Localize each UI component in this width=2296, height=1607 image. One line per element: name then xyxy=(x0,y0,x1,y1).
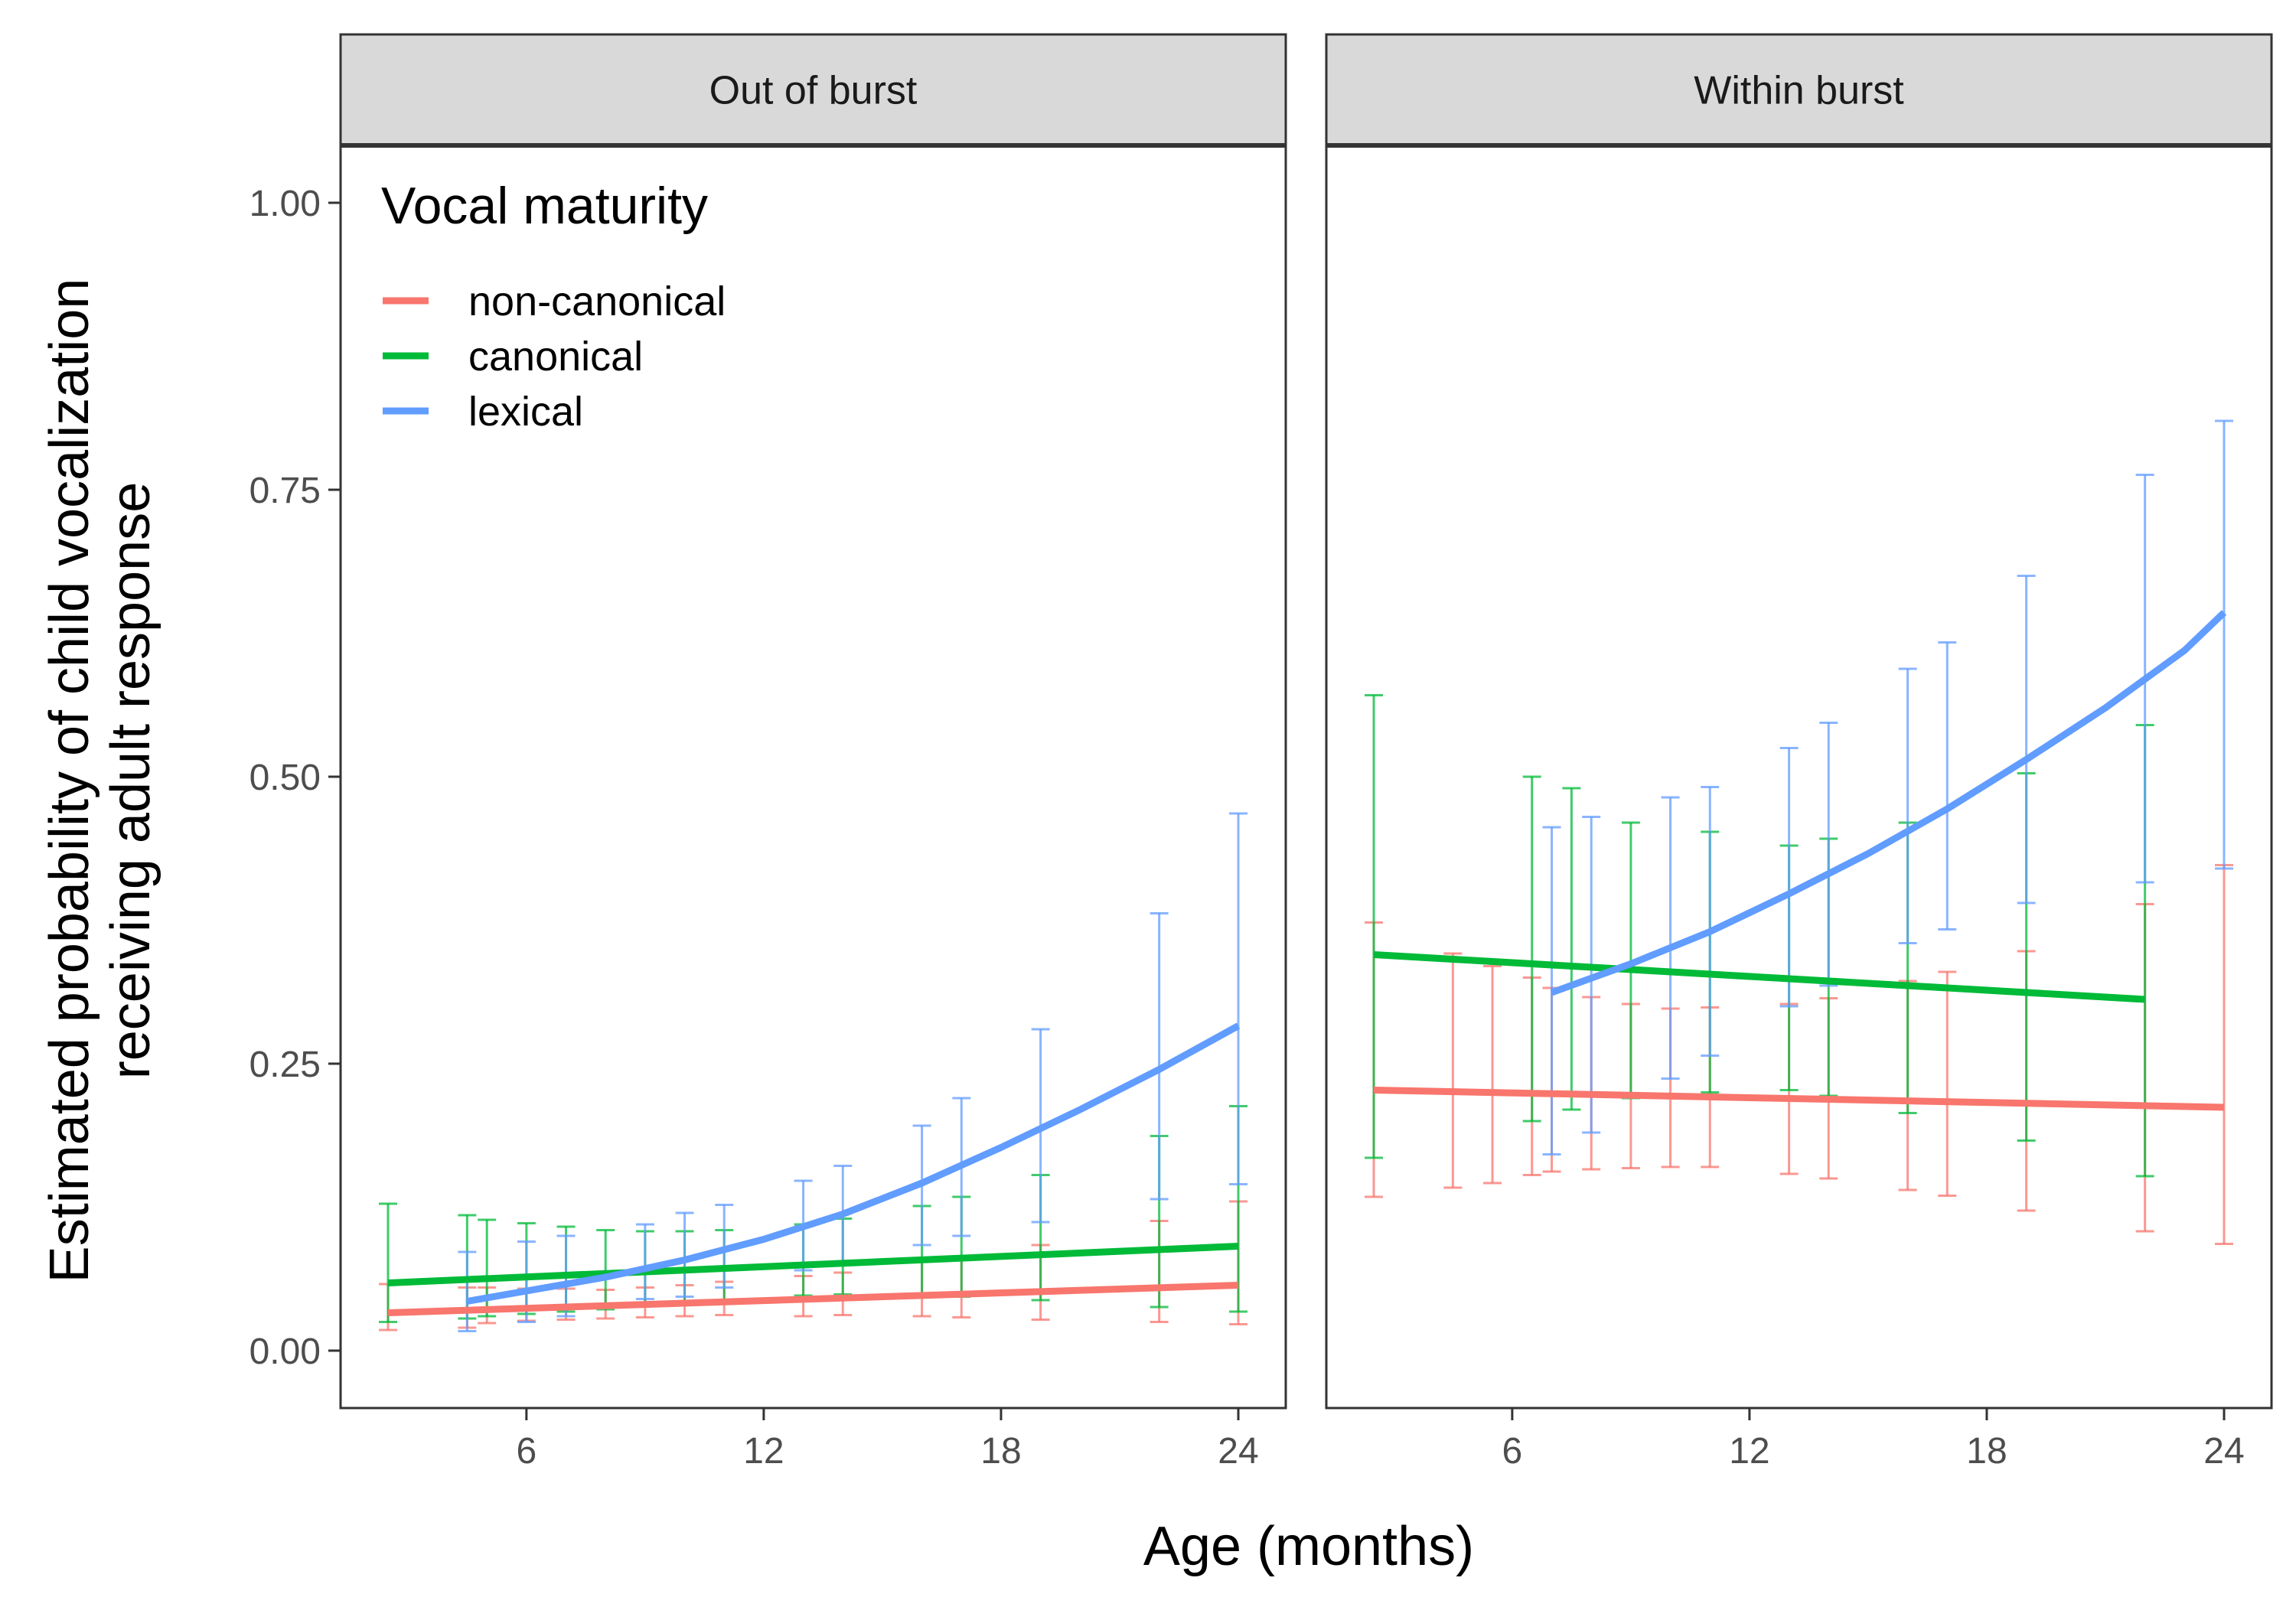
x-tick-label: 12 xyxy=(743,1431,784,1472)
errorbar xyxy=(1483,965,1502,1185)
x-tick-label: 12 xyxy=(1729,1431,1769,1472)
strip-label: Within burst xyxy=(1694,69,1904,113)
y-tick-label: 0.75 xyxy=(249,471,321,511)
errorbar xyxy=(2017,575,2036,905)
legend-item-canonical: canonical xyxy=(383,334,643,380)
errorbar xyxy=(1228,812,1247,1185)
legend-item-non-canonical: non-canonical xyxy=(383,279,726,324)
errorbar xyxy=(1898,667,1917,944)
series-line-lexical xyxy=(1550,610,2227,996)
errorbar xyxy=(1150,912,1169,1201)
series-line-non-canonical xyxy=(387,1282,1239,1316)
y-tick-label: 0.25 xyxy=(249,1045,321,1085)
series-line-canonical xyxy=(387,1243,1239,1286)
panel-frame xyxy=(339,144,1287,1410)
series-line-canonical xyxy=(1373,951,2145,1003)
y-axis-title-line-1: Estimated probability of child vocalizat… xyxy=(39,279,100,1283)
errorbar xyxy=(1701,786,1720,1057)
errorbar xyxy=(675,1211,694,1298)
strip-label: Out of burst xyxy=(709,69,918,113)
legend: Vocal maturity non-canonical canonical lexi… xyxy=(381,177,726,435)
errorbar xyxy=(1365,694,1384,1159)
series-line-non-canonical xyxy=(1373,1087,2225,1111)
errorbar xyxy=(1661,796,1680,1080)
x-tick-label: 18 xyxy=(1966,1431,2007,1472)
legend-label: non-canonical xyxy=(468,279,726,324)
panels: Out of burst 6 12 18 24 0.00 0.25 0.50 0.75 1.00 W… xyxy=(249,33,2273,1472)
errorbar xyxy=(635,1223,654,1300)
errorbar xyxy=(1938,641,1957,931)
x-tick-label: 24 xyxy=(1218,1431,1258,1472)
strip-background xyxy=(1325,33,2273,147)
x-tick-label: 18 xyxy=(980,1431,1021,1472)
x-tick-label: 6 xyxy=(517,1431,537,1472)
legend-item-lexical: lexical xyxy=(383,389,583,435)
errorbar xyxy=(1443,952,1463,1189)
legend-title: Vocal maturity xyxy=(381,177,708,235)
errorbar xyxy=(2214,419,2233,870)
y-axis-title: Estimated probability of child vocalizat… xyxy=(39,279,161,1283)
y-tick-label: 1.00 xyxy=(249,184,321,224)
series-line-lexical xyxy=(466,1022,1241,1305)
y-tick-label: 0.00 xyxy=(249,1332,321,1372)
errorbar xyxy=(1522,775,1541,1123)
errorbar xyxy=(1562,787,1581,1111)
panel-1: Within burst 6 12 18 24 xyxy=(1325,33,2273,1472)
y-tick-label: 0.50 xyxy=(249,758,321,798)
x-tick-label: 6 xyxy=(1502,1431,1523,1472)
legend-label: canonical xyxy=(468,334,643,380)
errorbar xyxy=(1819,722,1838,987)
strip-background xyxy=(339,33,1287,147)
panel-frame xyxy=(1325,144,2273,1410)
legend-label: lexical xyxy=(468,389,583,435)
errorbar xyxy=(1938,970,1957,1197)
errorbar xyxy=(379,1202,398,1323)
panel-0: Out of burst 6 12 18 24 0.00 0.25 0.50 0.75 1.00 xyxy=(249,33,1287,1472)
x-axis-title: Age (months) xyxy=(1143,1516,1474,1577)
errorbar xyxy=(1779,747,1799,1008)
x-tick-label: 24 xyxy=(2203,1431,2244,1472)
y-axis-title-line-2: receiving adult response xyxy=(100,482,161,1079)
errorbar xyxy=(458,1250,477,1332)
